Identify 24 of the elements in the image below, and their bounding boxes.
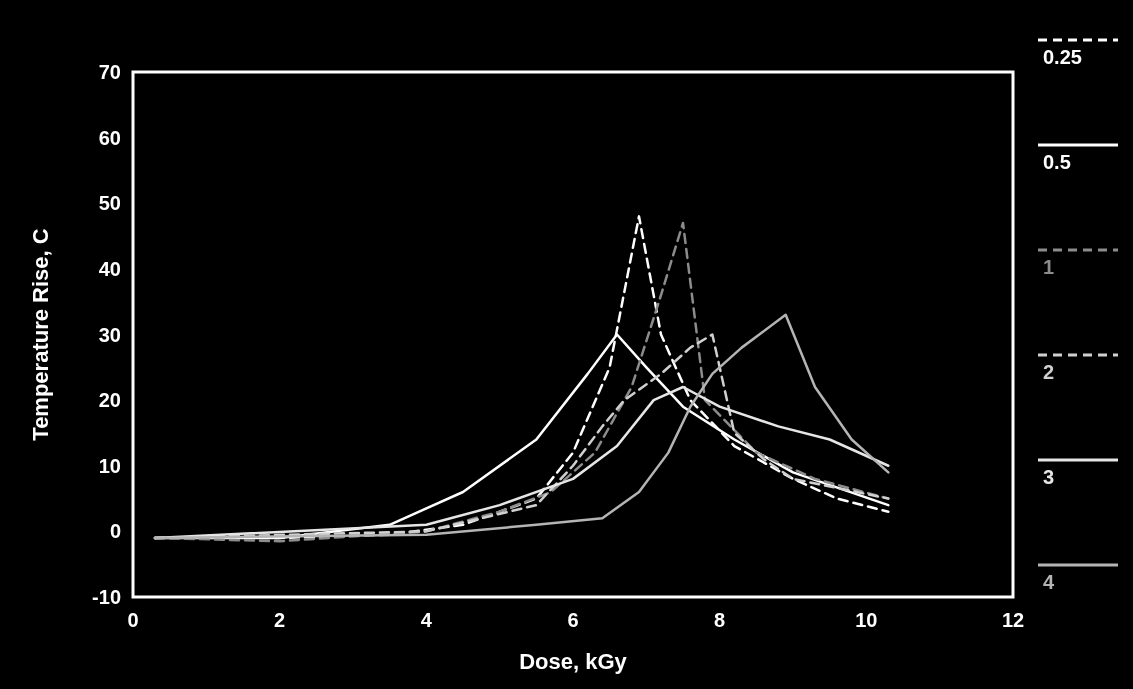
y-tick-label: 10	[98, 454, 121, 477]
x-tick-label: 4	[420, 609, 433, 631]
x-tick-label: 10	[855, 609, 878, 631]
y-tick-label: 70	[98, 61, 121, 83]
text: 1	[1043, 256, 1055, 278]
text: 2	[1043, 361, 1055, 383]
y-tick-label: 50	[98, 192, 121, 215]
y-axis-title: Temperature Rise, C	[28, 228, 53, 441]
x-tick-label: 6	[567, 609, 579, 631]
x-axis-title: Dose, kGy	[519, 649, 628, 674]
y-tick-label: 0	[109, 520, 121, 543]
x-tick-label: 0	[127, 609, 139, 631]
x-tick-label: 8	[714, 609, 726, 631]
legend-label: 0.5	[1043, 151, 1071, 173]
x-tick-label: 12	[1001, 609, 1025, 631]
y-tick-label: 20	[98, 389, 121, 412]
text: 3	[1043, 466, 1055, 488]
legend-label: 0.25	[1043, 46, 1082, 68]
y-tick-label: 30	[98, 323, 121, 346]
y-tick-label: 40	[98, 257, 121, 280]
text: 4	[1043, 571, 1055, 593]
y-tick-label: 60	[98, 126, 121, 149]
x-tick-label: 2	[274, 609, 286, 631]
y-tick-label: -10	[92, 586, 121, 608]
